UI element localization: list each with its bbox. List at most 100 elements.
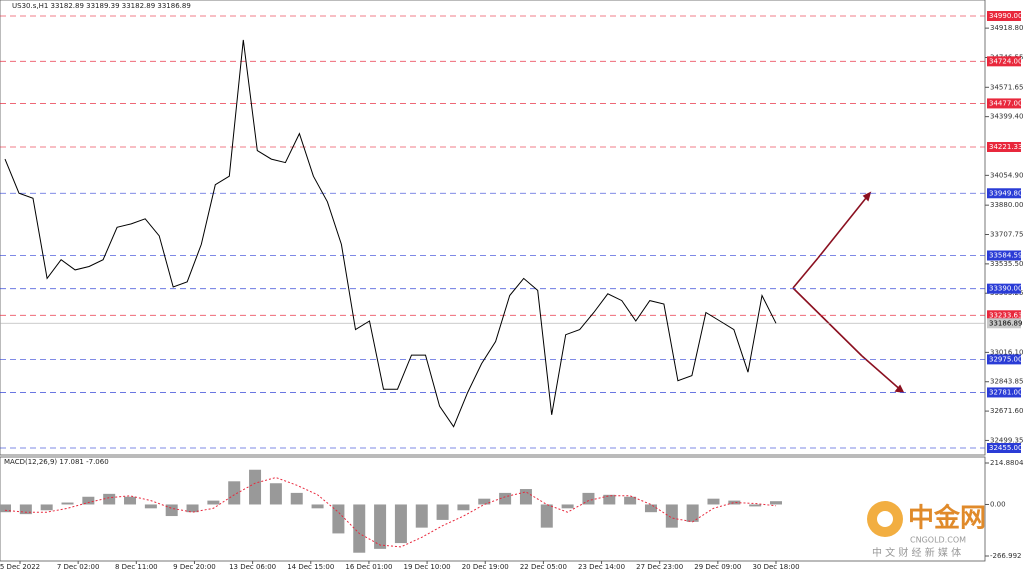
macd-bar — [624, 496, 637, 505]
level-label: 34990.00 — [989, 12, 1022, 20]
level-box — [987, 354, 1021, 365]
macd-bar — [582, 492, 595, 505]
y-tick-label: 32671.60 — [990, 407, 1023, 415]
level-box — [987, 318, 1021, 329]
macd-bar — [353, 504, 366, 553]
y-tick-label: 33535.50 — [990, 260, 1023, 268]
macd-bar — [374, 504, 387, 549]
macd-bar — [603, 494, 616, 505]
x-tick-label: 19 Dec 10:00 — [404, 563, 451, 571]
level-box — [987, 443, 1021, 453]
macd-bar — [686, 504, 699, 522]
watermark-brand: 中金网 — [908, 503, 986, 534]
x-tick-label: 30 Dec 18:00 — [752, 563, 799, 571]
level-label: 32975.00 — [989, 355, 1022, 363]
level-label: 34221.33 — [989, 143, 1022, 151]
macd-title: MACD(12,26,9) 17.081 -7.060 — [4, 458, 109, 466]
price-line — [4, 39, 777, 428]
macd-bar — [499, 492, 512, 505]
level-label: 33233.63 — [989, 311, 1022, 319]
macd-bar — [0, 504, 11, 513]
macd-bar — [144, 504, 157, 509]
macd-bar — [519, 489, 532, 505]
macd-bar — [165, 504, 178, 517]
level-label: 33584.59 — [989, 252, 1022, 260]
macd-bar — [332, 504, 345, 534]
x-tick-label: 27 Dec 23:00 — [636, 563, 683, 571]
level-box — [987, 141, 1021, 152]
macd-bar — [749, 504, 762, 507]
level-box — [987, 11, 1021, 21]
x-tick-label: 20 Dec 19:00 — [462, 563, 509, 571]
level-label: 33390.00 — [989, 285, 1022, 293]
y-tick-label: 214.8804 — [990, 459, 1024, 467]
x-tick-label: 8 Dec 11:00 — [115, 563, 158, 571]
level-label: 33186.89 — [989, 319, 1022, 327]
macd-bar — [19, 504, 32, 515]
watermark-site: CNGOLD.COM — [910, 536, 966, 545]
macd-bar — [415, 504, 428, 528]
level-label: 34724.00 — [989, 57, 1022, 65]
macd-bar — [290, 492, 303, 505]
price-panel — [0, 0, 986, 456]
level-label: 33949.80 — [989, 189, 1022, 197]
macd-bar — [103, 493, 116, 505]
macd-bar — [311, 504, 324, 509]
y-tick-label: -266.992 — [990, 552, 1021, 560]
x-tick-label: 5 Dec 2022 — [0, 563, 40, 571]
macd-bar — [540, 504, 553, 528]
y-tick-label: 33016.10 — [990, 348, 1023, 356]
macd-bar — [40, 504, 53, 511]
level-box — [987, 98, 1021, 109]
y-tick-label: 32843.85 — [990, 378, 1023, 386]
level-box — [987, 283, 1021, 294]
y-tick-label: 34399.40 — [990, 113, 1023, 121]
macd-bar — [394, 504, 407, 544]
macd-bar — [665, 504, 678, 528]
x-tick-label: 22 Dec 05:00 — [520, 563, 567, 571]
x-tick-label: 9 Dec 20:00 — [173, 563, 216, 571]
level-label: 34477.00 — [989, 99, 1022, 107]
macd-bar — [770, 501, 782, 505]
macd-bar — [644, 504, 657, 513]
macd-bar — [186, 504, 199, 513]
level-label: 32781.00 — [989, 388, 1022, 396]
forecast-arrows — [792, 191, 905, 394]
macd-bar — [457, 504, 470, 511]
level-box — [987, 56, 1021, 67]
y-tick-label: 32499.35 — [990, 436, 1023, 444]
header: US30.s,H1 33182.89 33189.39 33182.89 331… — [12, 2, 191, 10]
macd-bar — [707, 498, 720, 505]
macd-bar — [436, 504, 449, 520]
x-tick-label: 29 Dec 09:00 — [694, 563, 741, 571]
level-box — [987, 188, 1021, 199]
watermark-slogan: 中 文 财 经 新 媒 体 — [872, 546, 961, 559]
macd-bar — [207, 500, 220, 505]
level-box — [987, 387, 1021, 398]
macd-bar — [478, 498, 491, 505]
y-tick-label: 33707.75 — [990, 231, 1023, 239]
macd-panel — [0, 456, 986, 562]
level-box — [987, 310, 1021, 321]
macd-bar — [61, 502, 74, 505]
y-tick-label: 33880.00 — [990, 201, 1023, 209]
macd-bar — [728, 500, 741, 505]
macd-bar — [228, 481, 241, 505]
macd-bar — [561, 504, 574, 509]
y-tick-label: 34571.65 — [990, 83, 1023, 91]
x-tick-label: 16 Dec 01:00 — [345, 563, 392, 571]
x-tick-label: 13 Dec 06:00 — [229, 563, 276, 571]
watermark: 中金网 CNGOLD.COM 中 文 财 经 新 媒 体 — [867, 501, 986, 559]
x-tick-label: 23 Dec 14:00 — [578, 563, 625, 571]
macd-bar — [249, 469, 262, 505]
macd-bar — [82, 496, 95, 505]
macd-bar — [269, 483, 282, 505]
y-tick-label: 0.00 — [990, 500, 1006, 508]
y-tick-label: 34054.90 — [990, 171, 1023, 179]
macd-bar — [124, 496, 137, 505]
x-tick-label: 7 Dec 02:00 — [57, 563, 100, 571]
x-tick-label: 14 Dec 15:00 — [287, 563, 334, 571]
level-label: 32455.00 — [989, 444, 1022, 452]
